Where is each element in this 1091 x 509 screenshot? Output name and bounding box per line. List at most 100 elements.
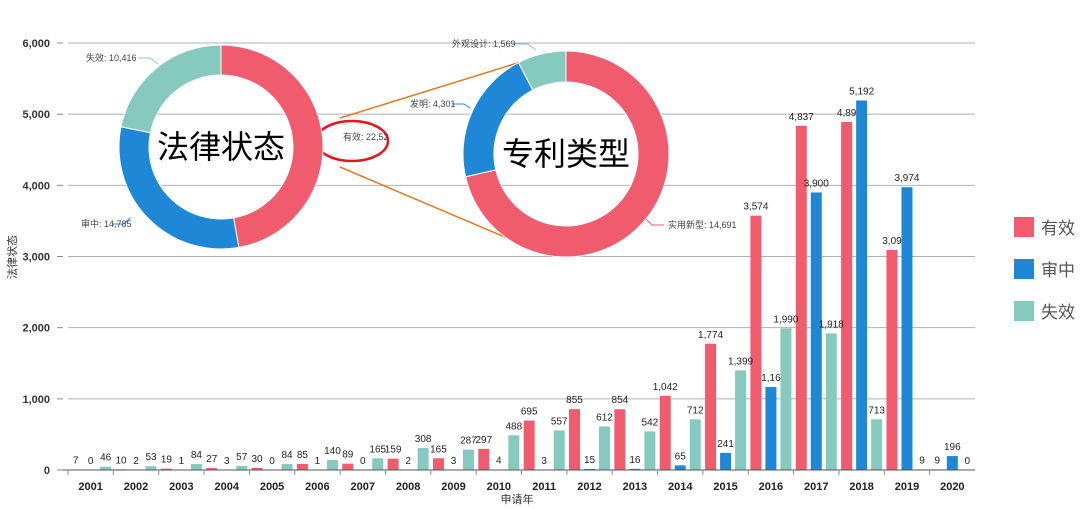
bar-data-label: 713 — [868, 405, 885, 416]
x-tick-label: 2012 — [577, 481, 601, 493]
y-tick-label: 1,000 — [22, 394, 50, 406]
y-axis: 0 1,000 2,000 3,000 4,000 5,000 6,000 — [22, 38, 63, 477]
bar — [856, 100, 868, 470]
bar-data-label: 1,774 — [698, 330, 723, 341]
bar — [674, 465, 686, 470]
bar — [326, 460, 338, 470]
bar-series — [70, 100, 958, 471]
bar-data-label: 165 — [369, 444, 386, 455]
x-tick-label: 2019 — [895, 481, 919, 493]
slice-label-line — [515, 43, 537, 51]
bar-data-label: 46 — [100, 453, 112, 464]
x-tick-label: 2001 — [78, 481, 102, 493]
bar — [659, 395, 671, 470]
bar — [342, 463, 354, 470]
bar-data-label: 4,837 — [789, 112, 814, 123]
bar-data-label: 3,574 — [743, 202, 768, 213]
bar — [735, 370, 747, 470]
bar — [372, 458, 384, 470]
bar — [236, 465, 248, 470]
legend-item[interactable]: 失效 — [1014, 301, 1075, 322]
bar — [599, 426, 611, 470]
bar — [523, 420, 535, 470]
legend-label: 失效 — [1041, 303, 1075, 322]
bar — [810, 192, 822, 470]
x-tick-label: 2009 — [441, 481, 465, 493]
slice-label: 失效: 10,416 — [86, 52, 137, 63]
bar-data-label: 140 — [324, 446, 341, 457]
bar-data-label: 542 — [642, 417, 659, 428]
x-axis-title: 申请年 — [501, 492, 534, 506]
bar-data-label: 3,974 — [894, 173, 919, 184]
bar-data-label: 3 — [224, 456, 230, 467]
bar — [629, 468, 641, 470]
x-tick-label: 2010 — [487, 481, 511, 493]
donut-title: 专利类型 — [502, 136, 630, 172]
legend-swatch — [1014, 301, 1034, 321]
bar — [478, 448, 490, 470]
bar — [251, 467, 263, 470]
bar-data-label: 0 — [360, 456, 366, 467]
x-tick-label: 2016 — [759, 481, 783, 493]
grid-lines — [68, 42, 975, 400]
bar — [720, 452, 732, 470]
bar-data-label: 7 — [73, 456, 79, 467]
bar-data-label: 695 — [521, 407, 538, 418]
bar-data-label: 1 — [315, 456, 321, 467]
bar-data-label: 557 — [551, 416, 568, 427]
bar-data-label: 65 — [675, 451, 687, 462]
bar — [886, 250, 898, 470]
x-tick-label: 2015 — [713, 481, 737, 493]
bar-data-label: 30 — [252, 454, 264, 465]
bar-data-label: 1,16 — [761, 373, 781, 384]
bar — [750, 215, 762, 470]
bar — [296, 463, 308, 470]
bar-data-label: 855 — [566, 395, 583, 406]
bar-data-label: 89 — [342, 450, 354, 461]
bar — [190, 464, 202, 470]
x-tick-label: 2011 — [532, 481, 556, 493]
connector-line — [339, 55, 541, 119]
slice-label-line — [112, 217, 131, 225]
x-tick-label: 2006 — [305, 481, 329, 493]
bar — [871, 419, 883, 470]
bar-data-label: 10 — [115, 455, 127, 466]
bar-data-label: 287 — [460, 436, 477, 447]
slice-label: 审中: 14,785 — [81, 218, 132, 229]
x-tick-label: 2014 — [668, 481, 693, 493]
bar — [780, 328, 792, 470]
bar-data-label: 57 — [236, 452, 248, 463]
legend-item[interactable]: 审中 — [1014, 259, 1075, 280]
bar-data-label: 308 — [415, 434, 432, 445]
x-tick-label: 2005 — [260, 481, 284, 493]
y-tick-label: 0 — [44, 465, 50, 477]
x-tick-label: 2002 — [124, 481, 148, 493]
donut-title: 法律状态 — [157, 129, 285, 165]
bar — [705, 343, 717, 470]
bar-data-label: 19 — [161, 455, 173, 466]
slice-label: 发明: 4,301 — [410, 98, 456, 109]
bar — [462, 449, 474, 470]
slice-label-line — [645, 218, 664, 226]
bar-data-label: 2 — [133, 456, 139, 467]
bar-data-label: 5,192 — [849, 87, 874, 98]
legend-item[interactable]: 有效 — [1014, 217, 1075, 238]
donut-slice — [464, 50, 670, 258]
x-axis: 2001 2002 2003 2004 2005 2006 2007 2008 2009 2010… — [63, 469, 975, 493]
bar-data-label: 196 — [944, 442, 961, 453]
y-tick-label: 3,000 — [22, 252, 50, 264]
bar-data-label: 1,399 — [728, 356, 753, 367]
bar-data-label: 854 — [612, 395, 629, 406]
bar-data-label: 84 — [191, 450, 203, 461]
bar-data-label: 9 — [935, 455, 941, 466]
bar-data-label: 241 — [717, 439, 734, 450]
y-tick-label: 5,000 — [22, 109, 50, 121]
bar — [417, 448, 429, 470]
donut-slice — [120, 44, 222, 134]
bar — [614, 409, 626, 470]
bar — [553, 430, 565, 470]
bar — [825, 333, 837, 470]
legend-label: 有效 — [1041, 219, 1075, 238]
